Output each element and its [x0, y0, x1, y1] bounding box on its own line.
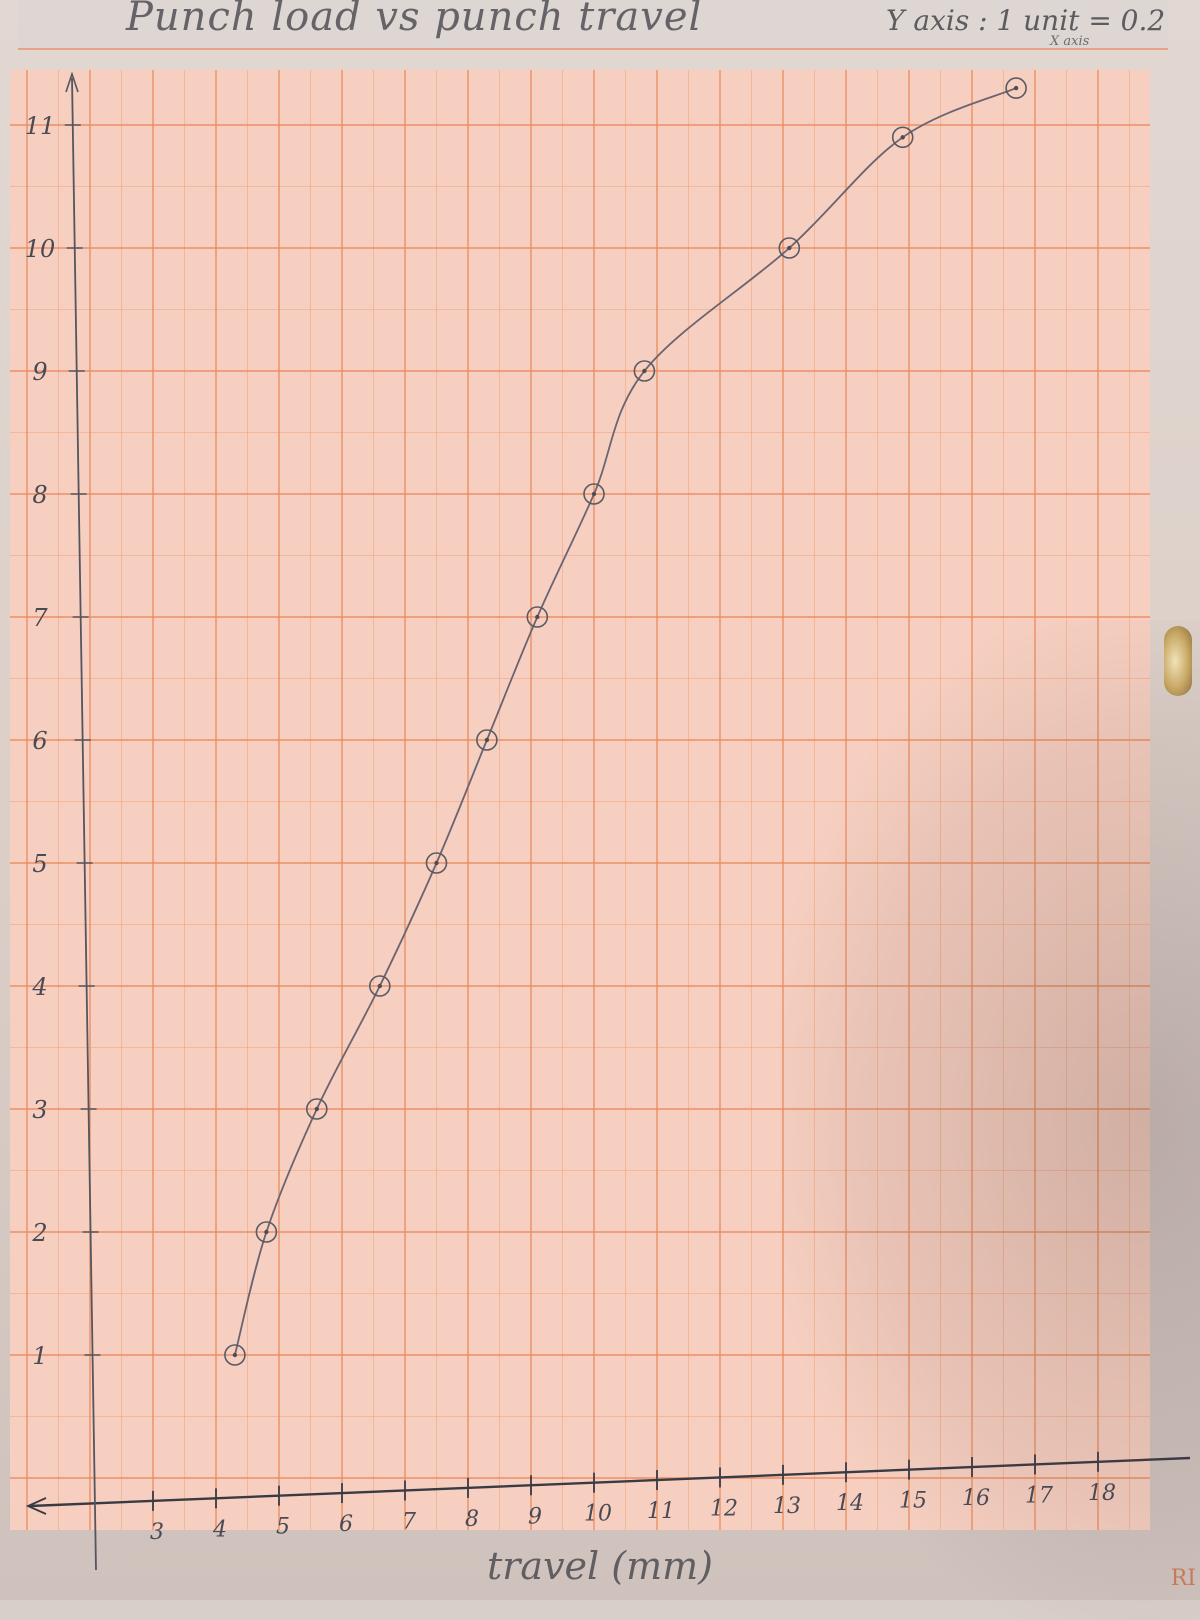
x-tick-label: 12: [710, 1496, 738, 1521]
x-tick-label: 17: [1025, 1483, 1053, 1508]
data-point-ring: [526, 606, 549, 628]
scale-note-secondary: X axis: [1050, 34, 1090, 49]
grid-major: [10, 70, 1150, 1530]
x-axis-arrow: [25, 1497, 47, 1515]
x-ticks: 3 4 5 6 7 8 9 10 11 12 13 14 15 16 17 18: [150, 1451, 1116, 1545]
data-point: [891, 126, 914, 149]
data-point-ring: [778, 237, 801, 259]
y-tick-label: 9: [32, 358, 47, 386]
data-point-ring: [425, 852, 448, 874]
x-tick-label: 5: [276, 1515, 290, 1540]
data-point-dot: [1013, 85, 1019, 91]
x-axis-line: [29, 1456, 1191, 1508]
x-tick-label: 6: [339, 1512, 353, 1537]
data-point: [476, 729, 498, 751]
data-point: [633, 360, 656, 382]
y-tick-label: 11: [25, 112, 56, 140]
x-tick-label: 9: [528, 1504, 542, 1529]
data-point-ring: [891, 126, 914, 149]
x-tick-label: 11: [647, 1499, 675, 1524]
data-point: [1005, 77, 1027, 99]
y-tick-label: 1: [32, 1342, 47, 1370]
data-point-dot: [232, 1352, 238, 1358]
y-tick-label: 4: [31, 973, 47, 1001]
x-tick-label: 14: [836, 1491, 864, 1516]
data-point-ring: [476, 729, 498, 751]
header-strip: Punch load vs punch travel Y axis : 1 un…: [18, 0, 1168, 50]
data-point-ring: [305, 1098, 328, 1120]
data-point: [368, 975, 391, 997]
data-point-ring: [583, 483, 605, 505]
data-point-dot: [484, 737, 490, 743]
axes: [25, 71, 1191, 1571]
data-point-dot: [314, 1106, 319, 1112]
data-point-dot: [434, 860, 439, 866]
x-tick-label: 16: [962, 1486, 990, 1511]
y-tick-label: 6: [32, 727, 47, 755]
data-point-dot: [535, 614, 540, 620]
y-ticks: 1 2 3 4 5 6 7 8 9 10 11: [25, 112, 101, 1370]
data-point-dot: [591, 491, 597, 497]
data-point: [526, 606, 549, 628]
grid-minor: [10, 70, 1150, 1530]
x-tick-label: 8: [465, 1507, 479, 1532]
chart-title: Punch load vs punch travel: [126, 0, 703, 40]
y-axis-arrow: [65, 71, 79, 93]
data-point-ring: [224, 1344, 246, 1366]
data-point-ring: [1005, 77, 1027, 99]
data-point-dot: [787, 245, 792, 251]
data-point: [778, 237, 801, 259]
data-point: [305, 1098, 328, 1120]
data-point-ring: [255, 1221, 278, 1243]
x-tick-label: 13: [773, 1494, 801, 1519]
y-axis-line: [71, 77, 97, 1571]
x-tick-label: 18: [1088, 1481, 1116, 1506]
x-tick-label: 10: [584, 1502, 612, 1527]
data-point-dot: [642, 368, 647, 374]
data-points: [224, 77, 1027, 1366]
y-tick-label: 5: [32, 850, 47, 878]
data-point: [224, 1344, 246, 1366]
x-tick-label: 3: [150, 1520, 164, 1545]
data-point-ring: [633, 360, 656, 382]
data-point-dot: [264, 1229, 269, 1235]
corner-mark: RI: [1170, 1566, 1196, 1591]
x-tick-label: 15: [899, 1489, 927, 1514]
y-tick-label: 8: [32, 481, 47, 509]
x-tick-label: 7: [402, 1509, 416, 1534]
data-point: [425, 852, 448, 874]
data-point: [583, 483, 605, 505]
y-tick-label: 2: [31, 1219, 47, 1247]
x-tick-label: 4: [212, 1517, 227, 1542]
data-point: [255, 1221, 278, 1243]
data-point-dot: [377, 983, 382, 989]
y-tick-label: 10: [25, 235, 56, 263]
scale-note: Y axis : 1 unit = 0.2: [886, 4, 1166, 37]
data-point-dot: [900, 135, 905, 140]
binder-ring: [1164, 626, 1192, 696]
y-tick-label: 7: [32, 604, 48, 632]
data-point-ring: [368, 975, 391, 997]
x-axis-label: travel (mm): [487, 1544, 713, 1588]
y-tick-label: 3: [32, 1096, 47, 1124]
grid-background: [10, 70, 1150, 1530]
